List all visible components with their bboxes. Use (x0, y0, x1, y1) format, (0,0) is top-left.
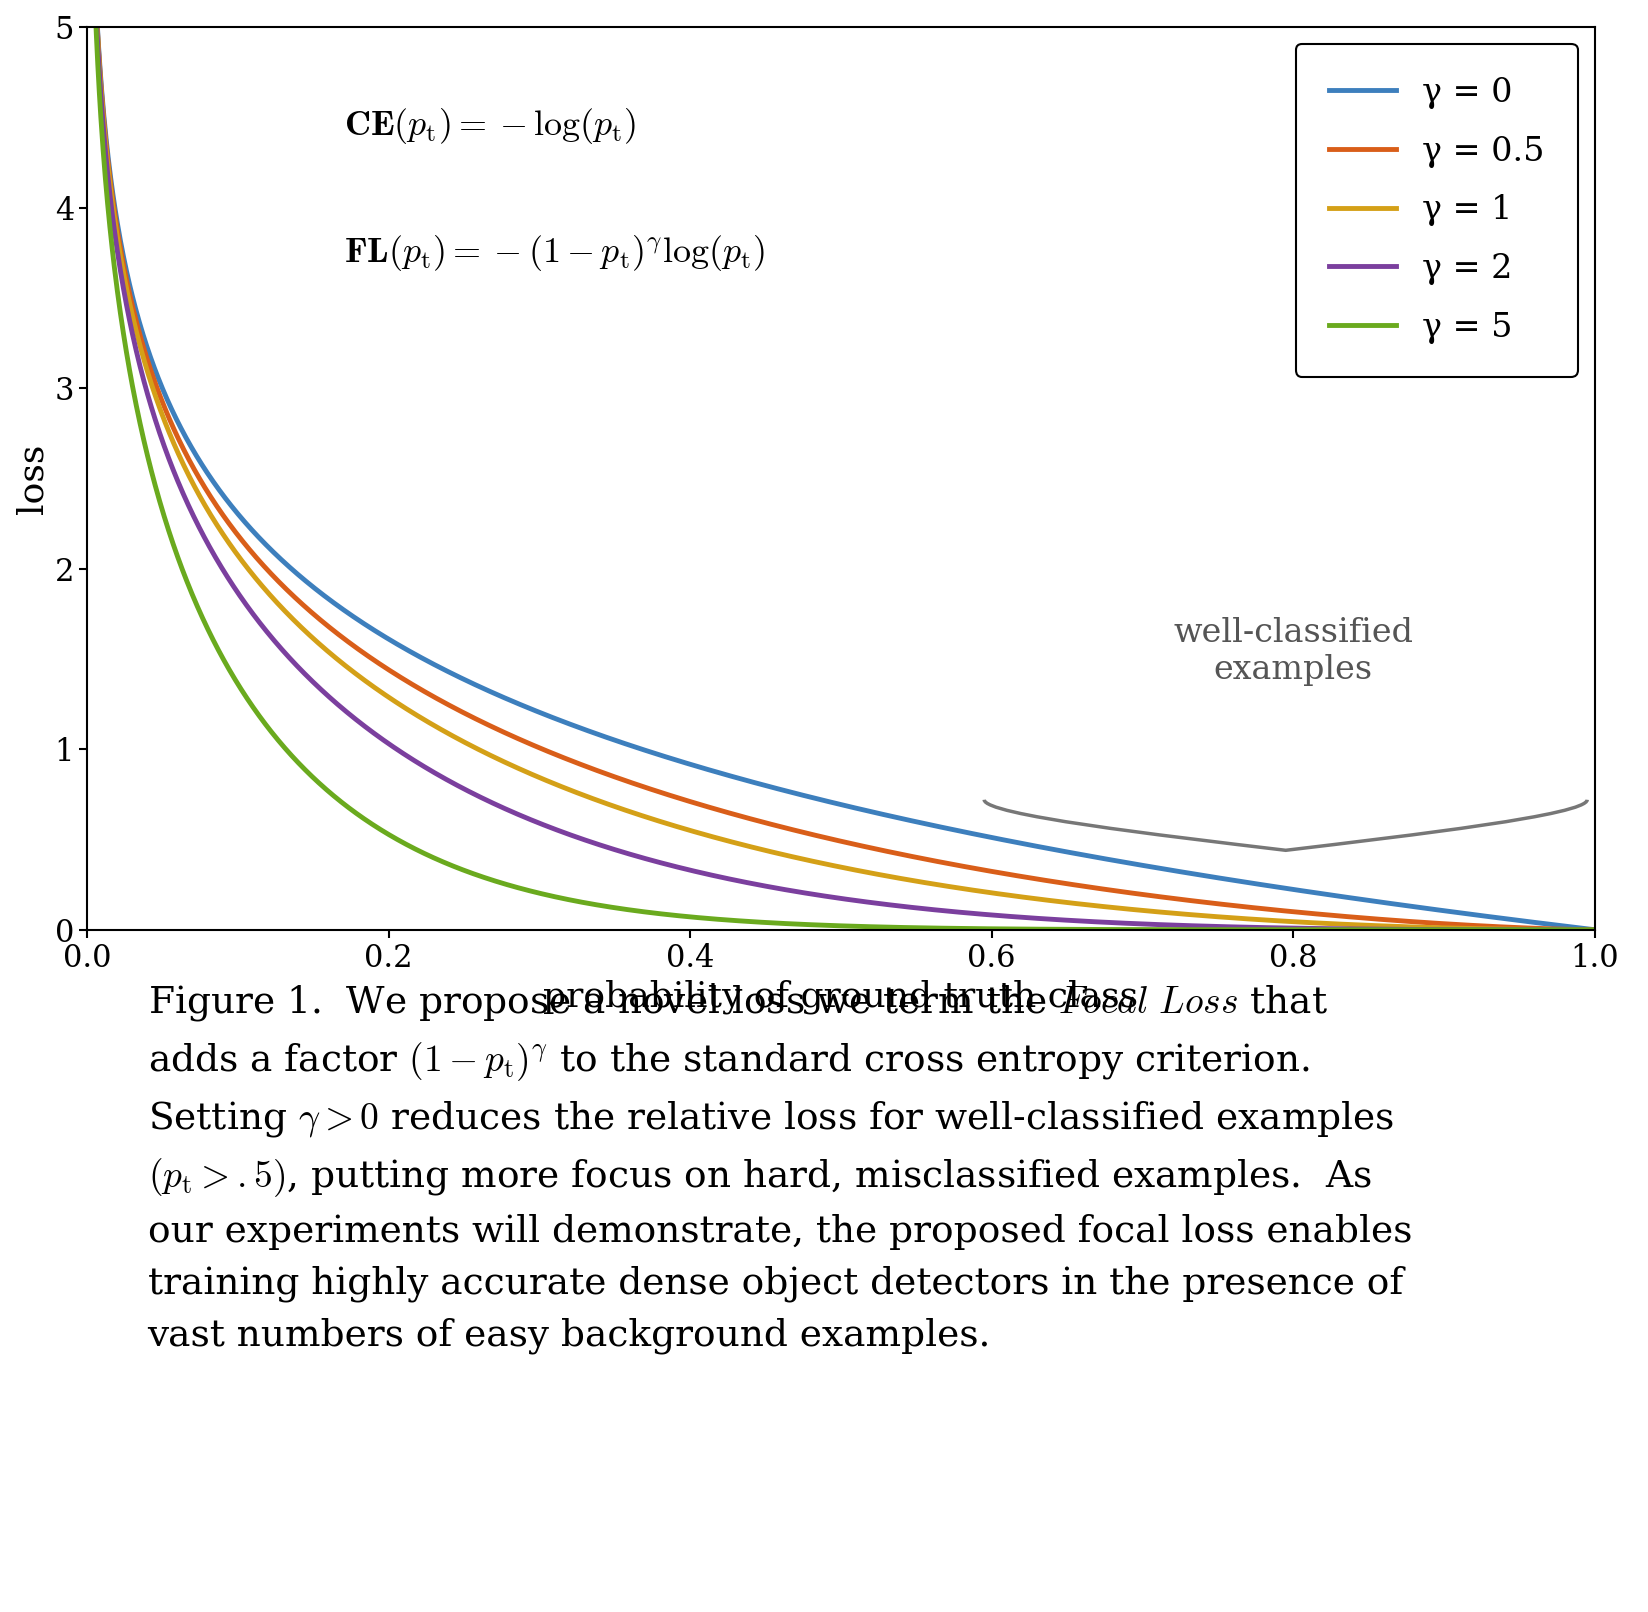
γ = 5 (1585, 920, 1605, 940)
γ = 0 (811, 790, 831, 809)
γ = 0 (1585, 920, 1605, 940)
γ = 0 (1264, 877, 1284, 896)
Line: γ = 1: γ = 1 (87, 0, 1595, 930)
Line: γ = 0: γ = 0 (87, 0, 1595, 930)
γ = 1 (1264, 911, 1284, 930)
γ = 0.5 (770, 817, 789, 837)
γ = 2 (1541, 920, 1561, 940)
γ = 5 (1541, 920, 1561, 940)
γ = 2 (811, 885, 831, 904)
Line: γ = 0.5: γ = 0.5 (87, 0, 1595, 930)
γ = 2 (155, 437, 175, 456)
γ = 0 (1541, 914, 1561, 933)
γ = 0 (1541, 914, 1561, 933)
γ = 0.5 (1264, 899, 1284, 919)
γ = 0.5 (811, 827, 831, 846)
Text: $\mathbf{FL}(p_\mathrm{t}) = -(1-p_\mathrm{t})^\gamma \log(p_\mathrm{t})$: $\mathbf{FL}(p_\mathrm{t}) = -(1-p_\math… (343, 232, 765, 272)
γ = 5 (811, 916, 831, 935)
Text: $\mathbf{CE}(p_\mathrm{t}) = -\log(p_\mathrm{t})$: $\mathbf{CE}(p_\mathrm{t}) = -\log(p_\ma… (343, 106, 636, 147)
γ = 0.5 (1585, 920, 1605, 940)
γ = 5 (1541, 920, 1561, 940)
Line: γ = 5: γ = 5 (87, 0, 1595, 930)
Text: Figure 1.  We propose a novel loss we term the $\mathit{Focal\ Loss}$ that
adds : Figure 1. We propose a novel loss we ter… (148, 983, 1412, 1354)
γ = 1 (1541, 920, 1561, 940)
γ = 5 (770, 914, 789, 933)
X-axis label: probability of ground truth class: probability of ground truth class (544, 980, 1139, 1014)
γ = 2 (770, 879, 789, 898)
Y-axis label: loss: loss (15, 443, 49, 514)
Text: well-classified
examples: well-classified examples (1173, 617, 1414, 687)
γ = 2 (1585, 920, 1605, 940)
γ = 0.5 (1541, 919, 1561, 938)
Line: γ = 2: γ = 2 (87, 0, 1595, 930)
γ = 1 (1585, 920, 1605, 940)
γ = 0 (155, 384, 175, 403)
γ = 2 (1541, 920, 1561, 940)
γ = 1 (770, 845, 789, 864)
γ = 5 (1264, 920, 1284, 940)
γ = 1 (811, 853, 831, 872)
γ = 1 (1541, 920, 1561, 940)
γ = 0.5 (155, 397, 175, 416)
γ = 2 (1264, 919, 1284, 938)
γ = 0 (770, 780, 789, 800)
γ = 1 (155, 411, 175, 430)
γ = 0.5 (1541, 919, 1561, 938)
γ = 5 (155, 506, 175, 526)
Legend: γ = 0, γ = 0.5, γ = 1, γ = 2, γ = 5: γ = 0, γ = 0.5, γ = 1, γ = 2, γ = 5 (1295, 44, 1579, 377)
